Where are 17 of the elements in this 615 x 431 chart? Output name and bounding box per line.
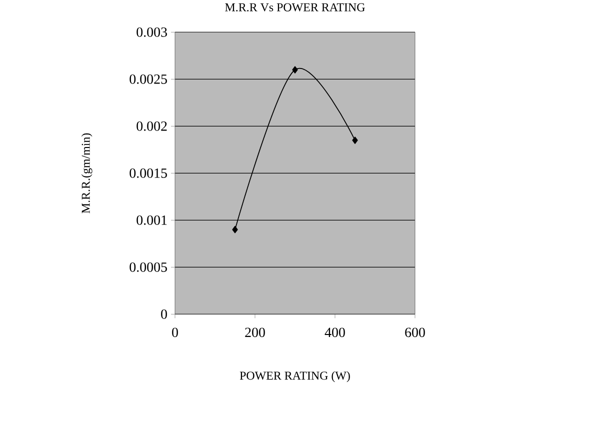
y-tick-label: 0.0025	[130, 74, 167, 84]
y-tick-label: 0.003	[136, 27, 167, 37]
x-tick-label: 400	[324, 328, 345, 338]
chart-title: M.R.R Vs POWER RATING	[225, 3, 365, 12]
y-tick-label: 0.0005	[130, 262, 167, 272]
point	[352, 136, 358, 144]
point	[232, 226, 238, 234]
x-tick-label: 600	[405, 328, 425, 338]
y-tick-label: 0	[161, 309, 167, 319]
y-tick-label: 0.001	[136, 215, 167, 225]
point	[292, 66, 298, 74]
y-tick-label: 0.002	[136, 121, 167, 131]
x-axis-title: POWER RATING (W)	[240, 371, 350, 382]
x-tick-label: 0	[172, 328, 178, 338]
y-axis-title: M.R.R.(gm/min)	[81, 133, 92, 214]
y-tick-label: 0.0015	[130, 168, 167, 178]
x-tick-label: 200	[245, 328, 265, 338]
